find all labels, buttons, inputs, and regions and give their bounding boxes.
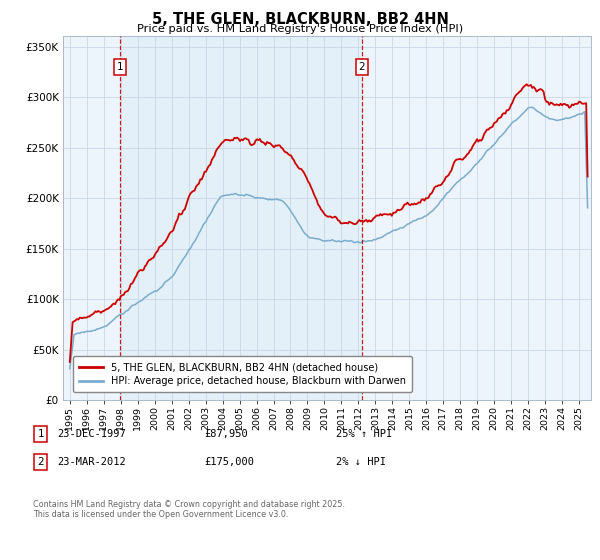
- Text: 23-DEC-1997: 23-DEC-1997: [57, 429, 126, 439]
- Text: 2: 2: [359, 62, 365, 72]
- Text: Contains HM Land Registry data © Crown copyright and database right 2025.
This d: Contains HM Land Registry data © Crown c…: [33, 500, 345, 519]
- Text: Price paid vs. HM Land Registry's House Price Index (HPI): Price paid vs. HM Land Registry's House …: [137, 24, 463, 34]
- Text: 5, THE GLEN, BLACKBURN, BB2 4HN: 5, THE GLEN, BLACKBURN, BB2 4HN: [152, 12, 448, 27]
- Text: £175,000: £175,000: [204, 457, 254, 467]
- Bar: [120, 36, 362, 400]
- Text: 25% ↑ HPI: 25% ↑ HPI: [336, 429, 392, 439]
- Text: £87,950: £87,950: [204, 429, 248, 439]
- Text: 23-MAR-2012: 23-MAR-2012: [57, 457, 126, 467]
- Text: 2% ↓ HPI: 2% ↓ HPI: [336, 457, 386, 467]
- Text: 1: 1: [37, 429, 44, 439]
- Text: 2: 2: [37, 457, 44, 467]
- Legend: 5, THE GLEN, BLACKBURN, BB2 4HN (detached house), HPI: Average price, detached h: 5, THE GLEN, BLACKBURN, BB2 4HN (detache…: [73, 356, 412, 392]
- Text: 1: 1: [117, 62, 124, 72]
